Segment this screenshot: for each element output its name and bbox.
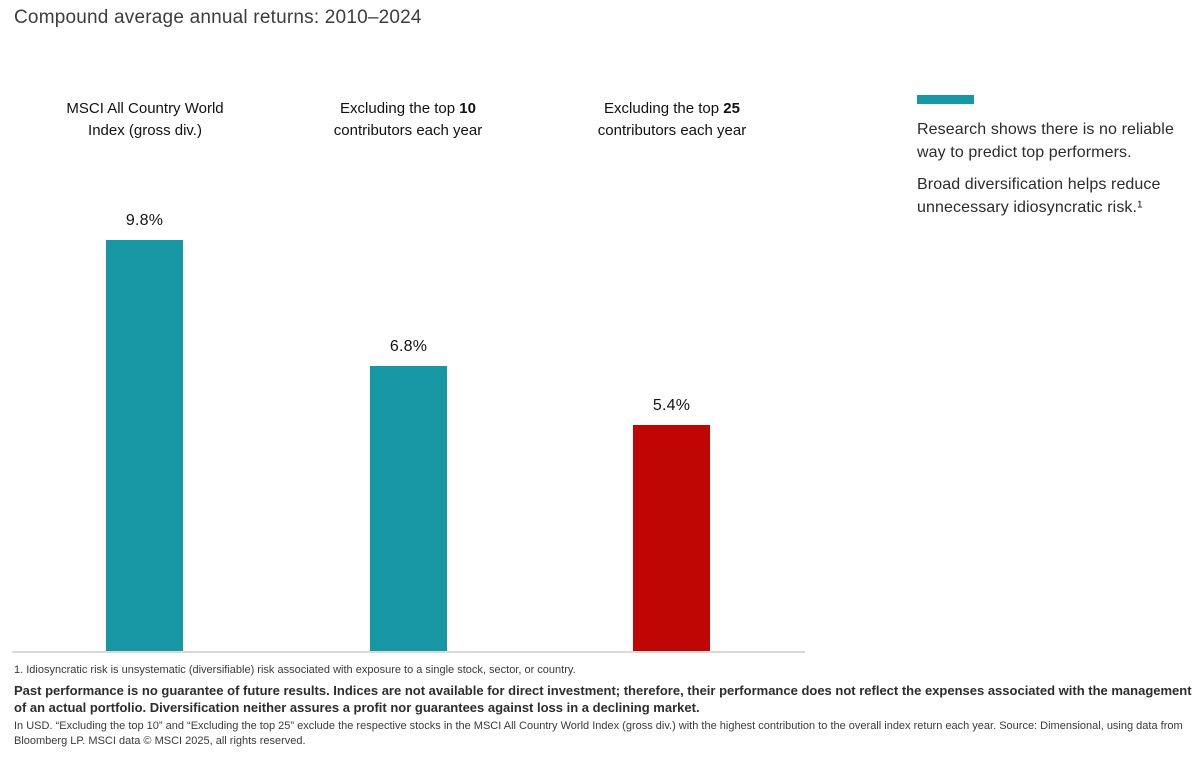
- bar-excluding-top-10: [370, 366, 447, 652]
- bar-value-label: 6.8%: [389, 338, 428, 355]
- commentary-paragraph-1: Research shows there is no reliable way …: [917, 121, 1174, 161]
- bar-value-label: 9.8%: [125, 212, 164, 229]
- commentary-paragraph-2: Broad diversification helps reduce unnec…: [917, 176, 1161, 216]
- category-label-prefix: Excluding the top: [604, 100, 724, 117]
- footer-disclosures: 1. Idiosyncratic risk is unsystematic (d…: [14, 663, 1192, 749]
- page-title: Compound average annual returns: 2010–20…: [14, 7, 422, 28]
- footnote-idiosyncratic-risk: 1. Idiosyncratic risk is unsystematic (d…: [14, 664, 576, 676]
- fine-print-source: In USD. “Excluding the top 10” and “Excl…: [14, 720, 1183, 747]
- category-label-line2: contributors each year: [597, 122, 747, 139]
- category-label-number: 10: [459, 100, 476, 117]
- category-label-excluding-top-10: Excluding the top 10 contributors each y…: [288, 98, 528, 142]
- teal-accent-bar: [917, 95, 974, 104]
- category-label-prefix: Excluding the top: [340, 100, 460, 117]
- category-label-line2: Index (gross div.): [88, 122, 202, 139]
- category-label-line2: contributors each year: [333, 122, 483, 139]
- bar-excluding-top-25: [633, 425, 710, 652]
- x-axis-baseline: [12, 651, 805, 653]
- category-label-line1: MSCI All Country World: [66, 100, 224, 117]
- category-label-msci-acwi: MSCI All Country World Index (gross div.…: [25, 98, 265, 142]
- category-label-number: 25: [723, 100, 740, 117]
- commentary-panel: Research shows there is no reliable way …: [917, 95, 1199, 228]
- bar-msci-acwi: [106, 240, 183, 652]
- category-label-excluding-top-25: Excluding the top 25 contributors each y…: [552, 98, 792, 142]
- bar-value-label: 5.4%: [652, 397, 691, 414]
- disclaimer-past-performance: Past performance is no guarantee of futu…: [14, 683, 1192, 715]
